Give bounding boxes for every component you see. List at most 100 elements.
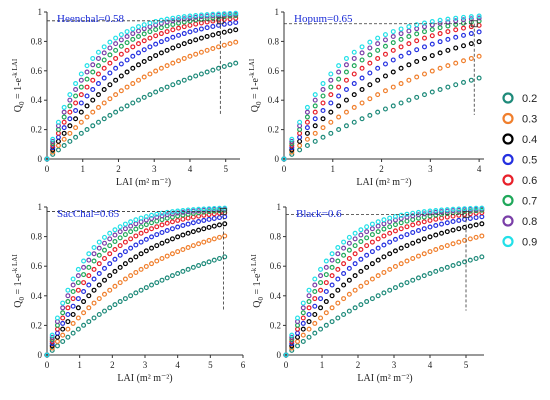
data-point [381,226,387,232]
series-k-0.3 [281,53,482,162]
data-point [479,221,485,227]
data-point [323,264,329,270]
data-point [84,103,90,109]
data-point [295,334,301,340]
data-point [221,14,227,20]
data-point [50,136,56,142]
series-k-0.5 [44,214,228,358]
y-tick-label: 0.2 [268,125,279,135]
data-point [133,226,139,232]
data-point [122,226,128,232]
x-axis-label: LAI (m² m⁻²) [356,177,411,188]
k-value-annotation: Black=0.6 [296,208,342,220]
data-point [421,20,427,26]
data-point [398,220,404,226]
data-point [143,222,149,228]
x-tick-label: 0 [284,360,289,370]
data-point [221,64,227,70]
data-point [107,39,113,45]
data-point [196,263,202,269]
data-point [439,209,445,215]
data-point [158,50,164,56]
data-point [444,207,450,213]
data-point [306,299,312,305]
data-point [453,27,459,33]
data-point [95,81,101,87]
data-point [128,223,134,229]
series-k-0.4 [283,221,485,358]
data-point [358,239,364,245]
data-point [343,109,349,115]
data-point [112,232,118,238]
x-tick-label: 4 [188,164,193,174]
data-point [289,345,295,351]
data-point [61,104,67,110]
data-point [359,87,365,93]
data-point [185,221,191,227]
data-point [96,252,102,258]
data-point [95,92,101,98]
data-point [187,22,193,28]
data-point [341,261,347,267]
data-point [112,227,118,233]
legend-marker [502,215,514,227]
data-point [176,14,182,20]
data-point [86,257,92,263]
data-point [297,147,303,153]
data-point [375,65,381,71]
data-point [410,213,416,219]
data-point [375,35,381,41]
series-k-0.2 [281,75,482,162]
data-point [233,39,239,45]
data-point [153,68,159,74]
data-point [90,87,96,93]
data-point [461,17,467,23]
data-point [118,43,124,49]
data-point [415,275,421,281]
legend-marker [502,92,514,104]
y-tick-label: 0.8 [270,232,282,242]
data-point [136,97,142,103]
data-point [153,27,159,33]
data-point [175,213,181,219]
y-tick-label: 0.6 [270,261,282,271]
data-point [437,39,443,45]
data-point [364,299,370,305]
data-point [180,209,186,215]
data-point [75,315,81,321]
y-axis-label: Q0 = 1-e-k LAI [11,254,26,308]
data-point [306,319,312,325]
data-point [117,264,123,270]
data-point [149,234,155,240]
data-point [67,97,73,103]
data-point [50,138,56,144]
data-point [60,310,66,316]
reference-marker-box [470,20,478,28]
data-point [336,114,342,120]
data-point [439,207,445,213]
data-point [193,51,199,57]
data-point [169,211,175,217]
data-point [367,52,373,58]
data-point [141,31,147,37]
y-tick-label: 0.4 [270,291,282,301]
data-point [410,222,416,228]
data-point [201,226,207,232]
data-point [404,258,410,264]
legend: 0.2 0.3 0.4 0.5 0.6 0.7 0.8 0.9 [502,92,537,249]
data-point [335,245,341,251]
data-point [410,255,416,261]
data-point [216,14,222,20]
reference-marker-box [462,210,470,218]
data-point [190,229,196,235]
data-point [118,37,124,43]
x-tick-label: 2 [379,164,384,174]
data-point [95,63,101,69]
legend-item-0.9: 0.9 [502,235,537,249]
data-point [304,114,310,120]
data-point [445,16,451,22]
data-point [61,143,67,149]
chart-panel-2: 0 0.2 0.4 0.6 0.8 1 0 1 2 3 4 LAI (m² m⁻²) Q0 = 1-e-… [248,7,484,188]
data-point [54,326,60,332]
data-point [352,261,358,267]
